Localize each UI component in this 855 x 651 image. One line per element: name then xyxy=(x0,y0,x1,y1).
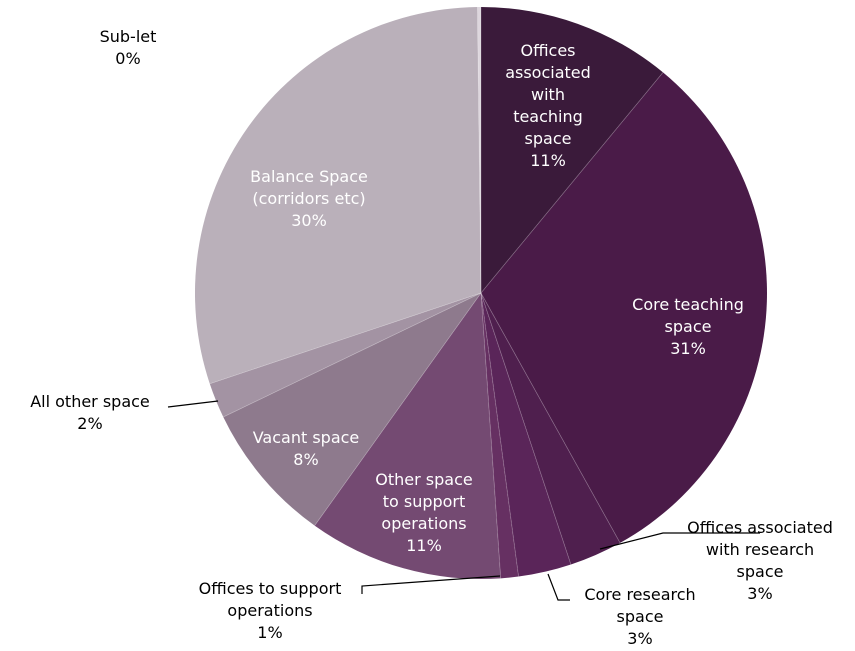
slice-percent: 11% xyxy=(406,536,442,555)
slice-label-line: space xyxy=(617,607,664,626)
slice-percent: 11% xyxy=(530,151,566,170)
slice-label-line: All other space xyxy=(30,392,150,411)
slice-label-line: space xyxy=(665,317,712,336)
slice-label: Offices associated with teaching space 11% xyxy=(505,41,591,170)
slice-divider xyxy=(314,292,482,526)
slice-percent: 1% xyxy=(257,623,282,642)
slice-label-line: Other space xyxy=(375,470,472,489)
slice-divider xyxy=(480,292,621,544)
slice-label-line: with xyxy=(531,85,565,104)
slice-divider xyxy=(223,292,482,418)
slice-percent: 31% xyxy=(670,339,706,358)
pie-slice xyxy=(477,6,481,293)
pie-slice xyxy=(194,7,481,384)
slice-divider xyxy=(209,292,482,385)
slice-percent: 8% xyxy=(293,450,318,469)
pie-slice xyxy=(481,293,621,565)
slice-divider xyxy=(480,292,519,577)
leader-line xyxy=(547,573,570,601)
slice-label: Balance Space (corridors etc) 30% xyxy=(250,167,368,230)
slice-label: Core research space 3% xyxy=(584,585,695,648)
slice-label-line: teaching xyxy=(513,107,583,126)
leader-line xyxy=(361,575,501,594)
leader-line xyxy=(599,532,760,550)
slice-label-line: Sub-let xyxy=(100,27,157,46)
slice-label-line: operations xyxy=(227,601,312,620)
slice-percent: 3% xyxy=(747,584,772,603)
slice-label-line: with research xyxy=(706,540,814,559)
slice-label-line: Core research xyxy=(584,585,695,604)
pie-slices xyxy=(194,6,767,580)
pie-slice xyxy=(314,293,501,580)
pie-slice xyxy=(209,293,481,417)
slice-label-line: (corridors etc) xyxy=(252,189,365,208)
leader-lines xyxy=(167,400,760,601)
pie-slice xyxy=(223,293,481,526)
slice-percent: 3% xyxy=(627,629,652,648)
slice-label-line: Core teaching xyxy=(632,295,744,314)
slice-label: Other space to support operations 11% xyxy=(375,470,472,555)
slice-label-line: Offices to support xyxy=(199,579,342,598)
pie-slice xyxy=(481,7,663,293)
slice-label-line: space xyxy=(737,562,784,581)
slice-label: All other space 2% xyxy=(30,392,150,433)
slice-label-line: Offices associated xyxy=(687,518,833,537)
leader-line xyxy=(167,400,219,408)
slice-percent: 30% xyxy=(291,211,327,230)
slice-divider xyxy=(480,292,502,579)
slice-label-line: Offices xyxy=(520,41,575,60)
slice-percent: 2% xyxy=(77,414,102,433)
slice-label-line: operations xyxy=(381,514,466,533)
slice-divider xyxy=(477,7,482,294)
slice-label-line: Balance Space xyxy=(250,167,368,186)
slice-label: Offices associated with research space 3% xyxy=(687,518,833,603)
slice-labels: Offices associated with teaching space 11% Cor… xyxy=(30,27,833,648)
slice-label: Core teaching space 31% xyxy=(632,295,744,358)
slice-label-line: Vacant space xyxy=(253,428,360,447)
slice-label-line: to support xyxy=(383,492,466,511)
pie-slice xyxy=(481,293,519,579)
slice-label-line: space xyxy=(525,129,572,148)
slice-label: Vacant space 8% xyxy=(253,428,360,469)
slice-percent: 0% xyxy=(115,49,140,68)
pie-slice xyxy=(481,293,571,577)
slice-label: Offices to support operations 1% xyxy=(199,579,342,642)
slice-divider xyxy=(480,292,572,565)
slice-label-line: associated xyxy=(505,63,591,82)
pie-slice xyxy=(481,72,767,543)
slice-divider xyxy=(480,72,664,294)
slice-label: Sub-let 0% xyxy=(100,27,157,68)
